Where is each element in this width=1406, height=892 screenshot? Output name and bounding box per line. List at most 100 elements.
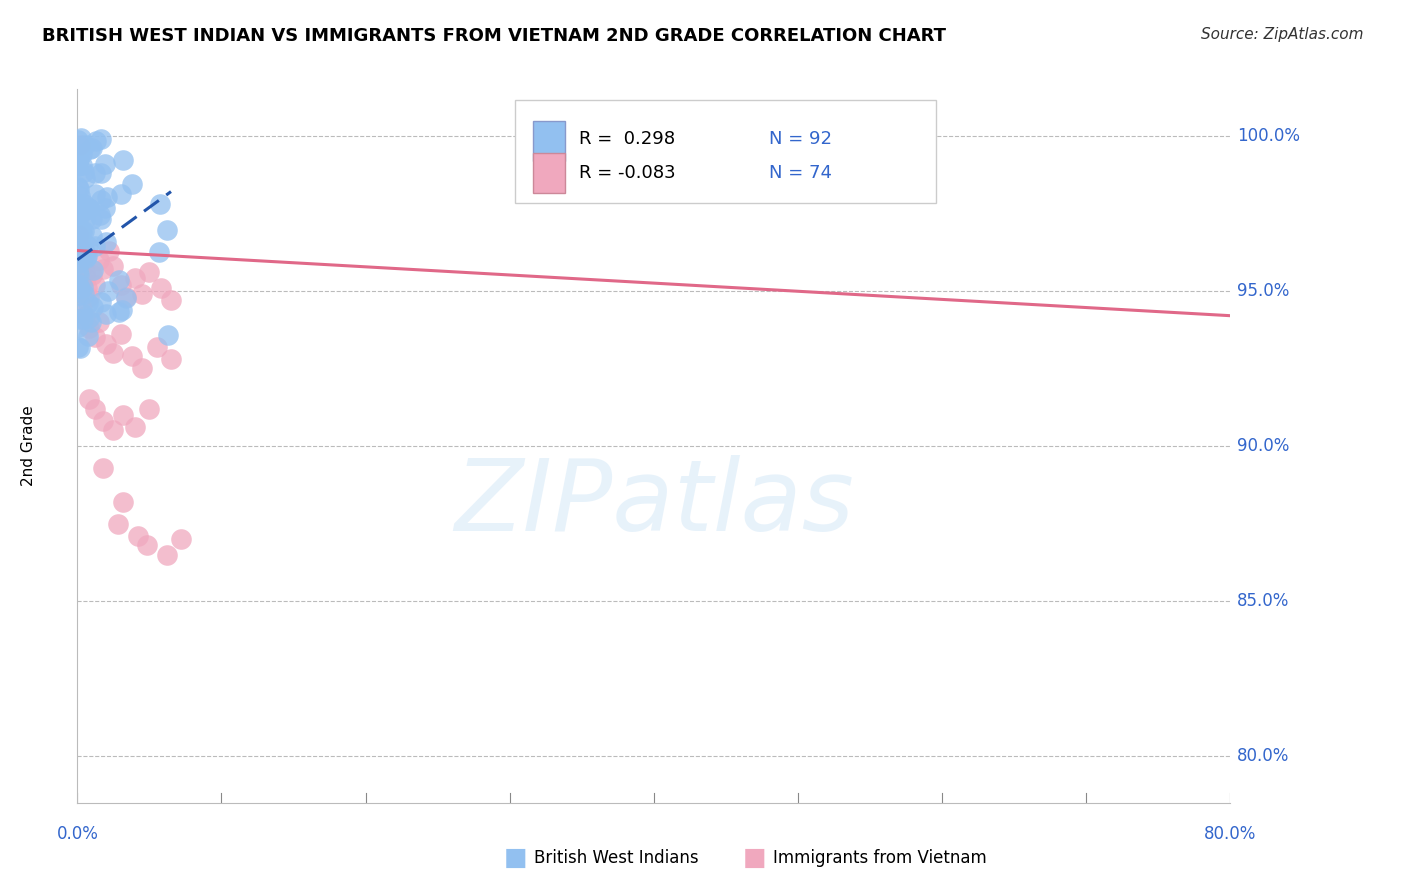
Point xyxy=(148,245,170,260)
Text: 85.0%: 85.0% xyxy=(1237,592,1289,610)
Point xyxy=(77,239,100,253)
Point xyxy=(69,189,91,203)
Point xyxy=(96,336,118,351)
Point xyxy=(110,277,132,292)
Point xyxy=(73,309,96,323)
Point xyxy=(70,306,93,320)
Point xyxy=(77,202,100,216)
Point xyxy=(155,223,177,237)
FancyBboxPatch shape xyxy=(516,100,936,203)
Point xyxy=(73,165,96,179)
Point xyxy=(67,159,90,173)
Point xyxy=(77,201,100,215)
Point xyxy=(70,299,93,313)
Point xyxy=(87,315,110,329)
Point xyxy=(67,200,90,214)
Point xyxy=(90,211,112,226)
Point xyxy=(75,251,97,265)
Point xyxy=(70,158,93,172)
Point xyxy=(69,208,91,222)
Point xyxy=(73,202,96,217)
Point xyxy=(108,305,131,319)
Point xyxy=(84,135,107,149)
Point xyxy=(98,244,121,258)
Point xyxy=(70,223,93,237)
Point xyxy=(69,206,91,220)
Point xyxy=(111,303,134,318)
Point xyxy=(67,153,90,167)
Point xyxy=(97,285,120,299)
Point xyxy=(67,182,90,196)
Point xyxy=(67,268,90,282)
Point xyxy=(67,312,90,326)
Text: 80.0%: 80.0% xyxy=(1204,825,1257,843)
Point xyxy=(77,295,100,310)
Point xyxy=(156,548,179,562)
Point xyxy=(80,229,103,244)
Point xyxy=(82,263,104,277)
Point xyxy=(73,138,96,153)
Point xyxy=(82,141,104,155)
Text: ■: ■ xyxy=(742,847,766,870)
Point xyxy=(73,224,96,238)
Point xyxy=(79,310,101,325)
Point xyxy=(108,273,131,287)
Point xyxy=(84,187,107,202)
Point xyxy=(80,268,103,283)
Point xyxy=(77,290,100,304)
Point xyxy=(138,401,160,416)
Point xyxy=(70,147,93,161)
Point xyxy=(111,153,134,168)
Text: R = -0.083: R = -0.083 xyxy=(579,164,675,182)
Point xyxy=(67,234,90,248)
Point xyxy=(80,315,103,329)
Point xyxy=(103,259,125,273)
Point xyxy=(67,250,90,264)
Point xyxy=(145,340,167,354)
Point xyxy=(96,190,118,204)
Point xyxy=(83,330,105,344)
Point xyxy=(114,291,136,305)
Point xyxy=(156,327,179,342)
Point xyxy=(103,424,125,438)
Point xyxy=(89,208,111,222)
Text: 95.0%: 95.0% xyxy=(1237,282,1289,300)
Point xyxy=(69,244,91,259)
Point xyxy=(73,265,96,279)
Point xyxy=(107,516,129,531)
Point xyxy=(91,460,114,475)
Point xyxy=(70,202,93,216)
Point xyxy=(127,529,149,543)
Point xyxy=(110,327,132,342)
Point xyxy=(80,212,103,227)
Text: 90.0%: 90.0% xyxy=(1237,437,1289,455)
Point xyxy=(149,281,172,295)
Point xyxy=(76,328,98,343)
Point xyxy=(82,300,104,314)
Point xyxy=(75,246,97,260)
Point xyxy=(87,252,110,267)
Point xyxy=(112,495,135,509)
Text: 80.0%: 80.0% xyxy=(1237,747,1289,765)
Point xyxy=(67,320,90,334)
Point xyxy=(77,321,100,335)
Text: 2nd Grade: 2nd Grade xyxy=(21,406,35,486)
Point xyxy=(70,225,93,239)
Point xyxy=(75,211,97,226)
FancyBboxPatch shape xyxy=(533,153,565,193)
Point xyxy=(170,532,193,546)
Point xyxy=(121,177,143,191)
Text: Immigrants from Vietnam: Immigrants from Vietnam xyxy=(773,849,987,867)
Point xyxy=(67,256,90,270)
Point xyxy=(90,132,112,146)
Point xyxy=(72,197,94,211)
Point xyxy=(124,271,146,285)
Point xyxy=(121,349,143,363)
Point xyxy=(67,277,90,292)
Point xyxy=(73,287,96,301)
Point xyxy=(131,287,153,301)
Point xyxy=(112,408,135,422)
Point xyxy=(72,243,94,257)
Point xyxy=(70,245,93,260)
Point xyxy=(73,170,96,185)
